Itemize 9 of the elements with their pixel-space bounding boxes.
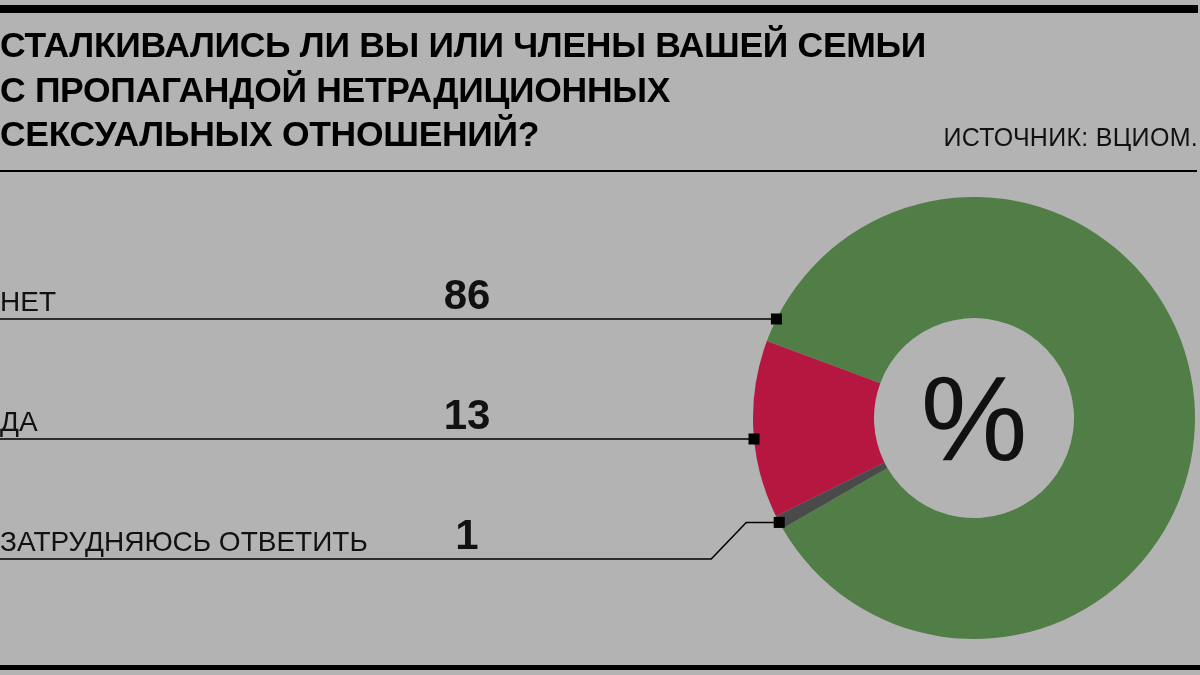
slice-label: ДА (0, 405, 38, 437)
data-label: 1 (455, 510, 479, 558)
slice-label: ЗАТРУДНЯЮСЬ ОТВЕТИТЬ (0, 525, 368, 557)
data-label: 86 (443, 270, 491, 318)
text: ИСТОЧНИК: ВЦИОМ. (943, 123, 1198, 152)
data-label: 13 (443, 390, 491, 438)
chart-title: СТАЛКИВАЛИСЬ ЛИ ВЫ ИЛИ ЧЛЕНЫ ВАШЕЙ СЕМЬИ С ПРОПАГАНДОЙ НЕТРАДИЦИОННЫХ СЕКСУАЛЬНЫХ ОТНОШЕНИЙ? (0, 24, 927, 156)
text: % (919, 350, 1029, 487)
slice-label: НЕТ (0, 285, 56, 317)
